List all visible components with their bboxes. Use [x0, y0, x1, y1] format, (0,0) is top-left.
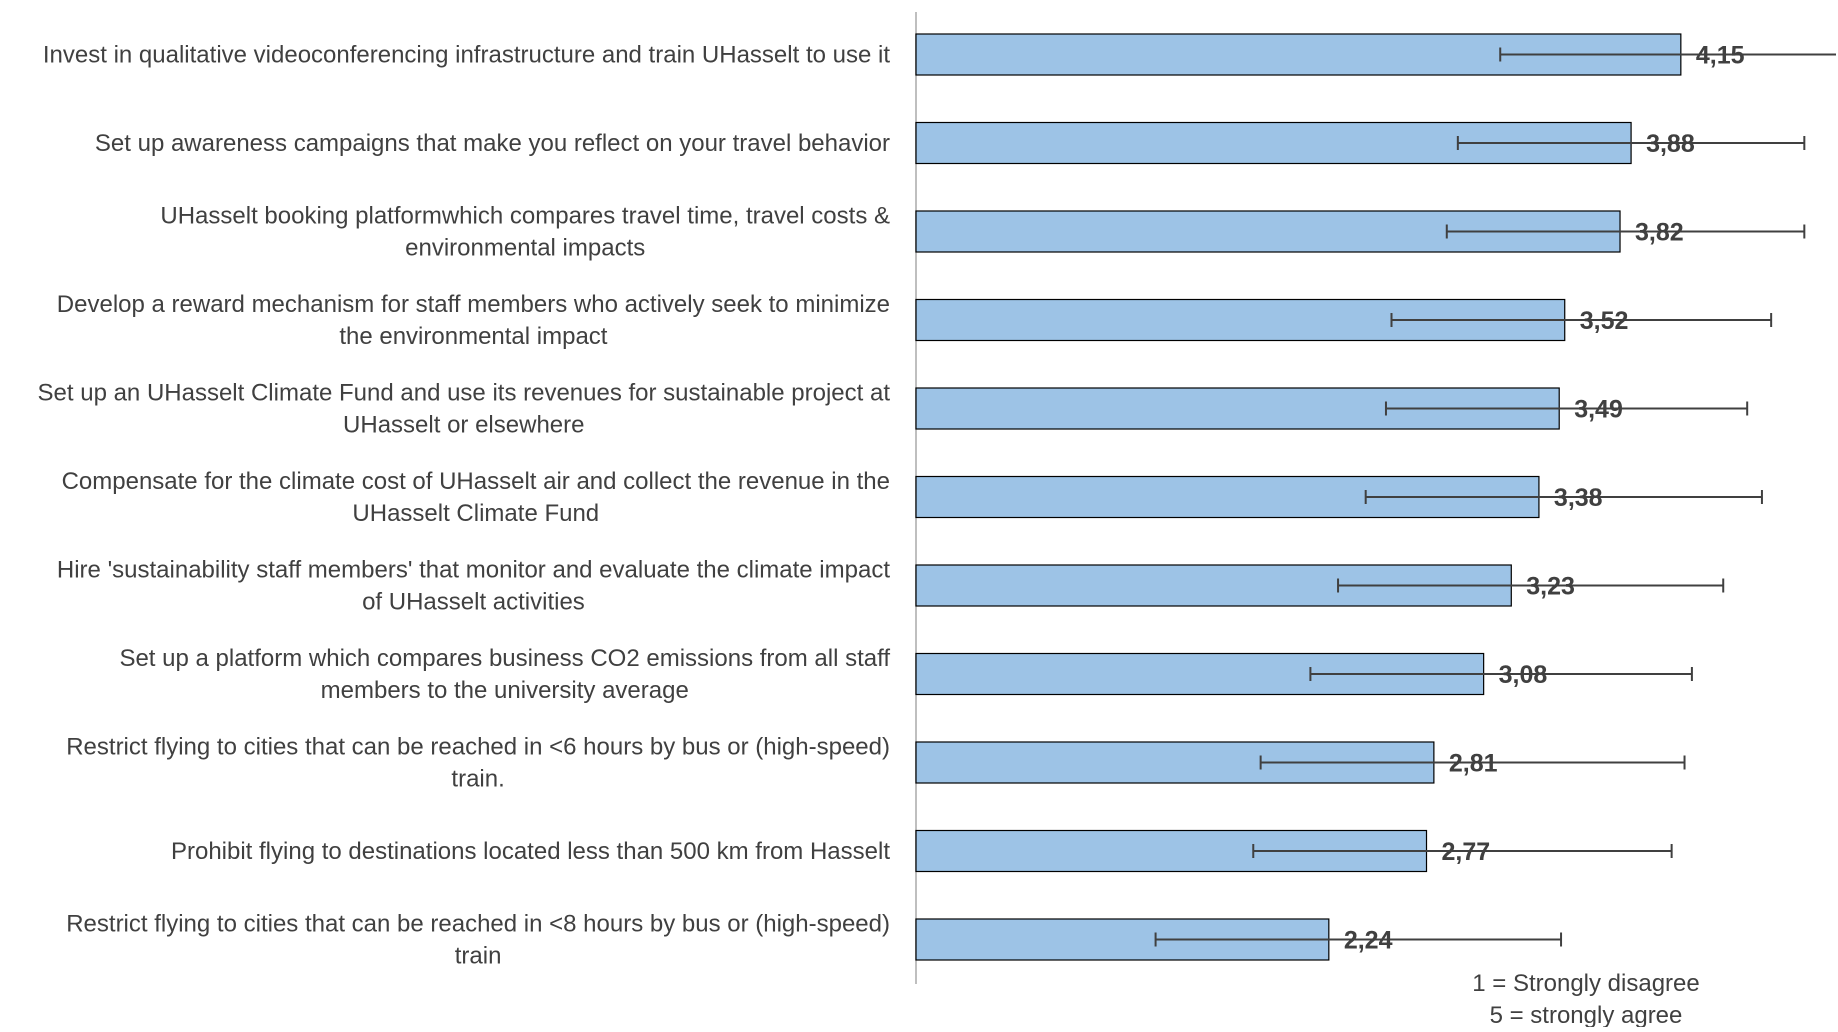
data-label: 3,38: [1554, 484, 1603, 512]
category-label-line: Set up a platform which compares busines…: [119, 645, 890, 672]
category-label-line: the environmental impact: [339, 323, 607, 350]
category-label: Restrict flying to cities that can be re…: [66, 734, 890, 793]
category-label-line: Set up an UHasselt Climate Fund and use …: [38, 380, 891, 407]
category-label-line: UHasselt or elsewhere: [343, 412, 584, 439]
category-label: Set up awareness campaigns that make you…: [95, 130, 890, 157]
data-label: 4,15: [1696, 42, 1745, 70]
category-label-line: Compensate for the climate cost of UHass…: [62, 468, 890, 495]
category-label: Prohibit flying to destinations located …: [171, 838, 890, 865]
data-label: 3,08: [1499, 661, 1548, 689]
category-label-line: members to the university average: [321, 677, 689, 704]
category-label-line: Develop a reward mechanism for staff mem…: [57, 291, 890, 318]
error-bars-group: [1154, 47, 1836, 947]
category-label: Develop a reward mechanism for staff mem…: [57, 291, 890, 350]
data-label: 2,24: [1344, 927, 1393, 955]
category-label: Set up a platform which compares busines…: [119, 645, 890, 704]
category-labels-group: Invest in qualitative videoconferencing …: [38, 42, 891, 970]
category-label: Restrict flying to cities that can be re…: [66, 911, 890, 970]
data-label: 2,77: [1442, 838, 1491, 866]
data-label: 3,82: [1635, 219, 1684, 247]
scale-note-line-2: 5 = strongly agree: [1490, 1002, 1683, 1027]
category-label-line: Prohibit flying to destinations located …: [171, 838, 890, 865]
category-label-line: Restrict flying to cities that can be re…: [66, 911, 890, 938]
category-label-line: train.: [451, 766, 504, 793]
category-label-line: Invest in qualitative videoconferencing …: [43, 42, 890, 69]
category-label: Set up an UHasselt Climate Fund and use …: [38, 380, 891, 439]
category-label: Invest in qualitative videoconferencing …: [43, 42, 890, 69]
category-label-line: UHasselt booking platformwhich compares …: [160, 203, 890, 230]
category-label-line: Restrict flying to cities that can be re…: [66, 734, 890, 761]
category-label-line: train: [455, 943, 502, 970]
data-label: 3,88: [1646, 130, 1695, 158]
value-labels-group: 4,15 3,88 3,82 3,52 3,49 3,38 3,23 3,08 2,81 2,77…: [1344, 42, 1745, 955]
data-label: 3,49: [1574, 396, 1623, 424]
category-label-line: Set up awareness campaigns that make you…: [95, 130, 890, 157]
category-label: Hire 'sustainability staff members' that…: [57, 557, 890, 616]
category-label-line: environmental impacts: [405, 235, 645, 262]
data-label: 2,81: [1449, 750, 1498, 778]
scale-note-line-1: 1 = Strongly disagree: [1472, 970, 1699, 997]
scale-note: 1 = Strongly disagree 5 = strongly agree: [1472, 970, 1699, 1029]
category-label: Compensate for the climate cost of UHass…: [62, 468, 890, 527]
category-label-line: of UHasselt activities: [362, 589, 585, 616]
category-label: UHasselt booking platformwhich compares …: [160, 203, 890, 262]
data-label: 3,23: [1526, 573, 1575, 601]
category-label-line: Hire 'sustainability staff members' that…: [57, 557, 890, 584]
data-label: 3,52: [1580, 307, 1629, 335]
category-label-line: UHasselt Climate Fund: [352, 500, 599, 527]
